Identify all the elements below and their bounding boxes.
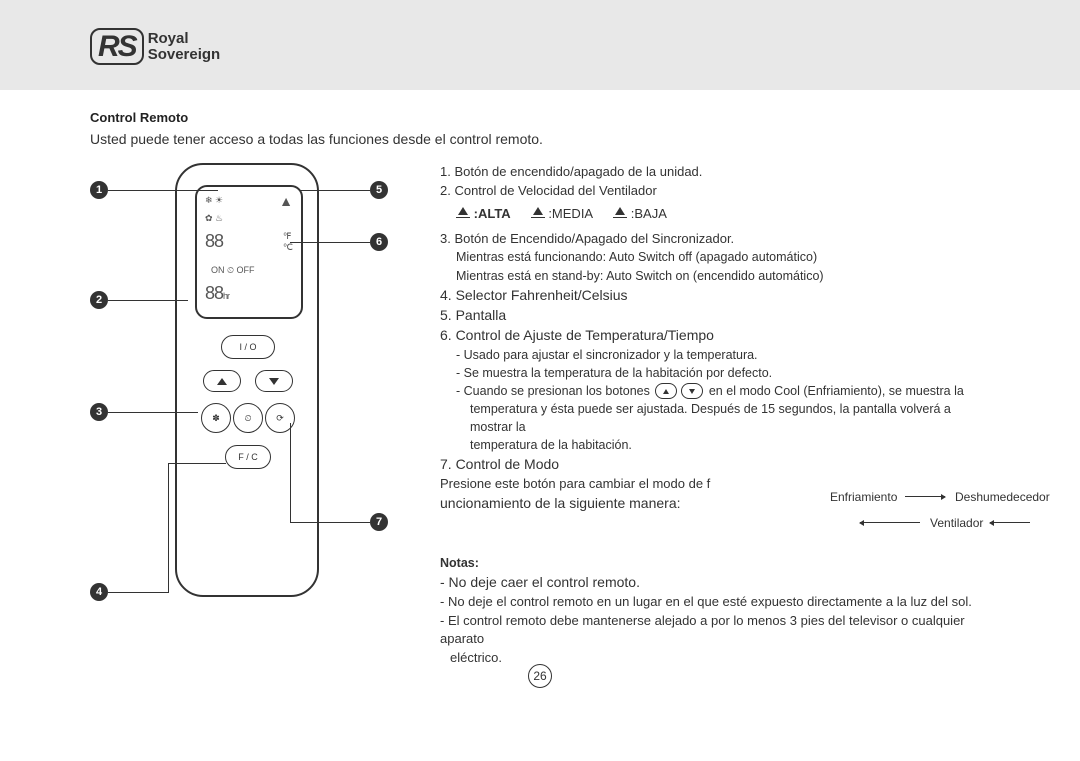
notes-title: Notas: xyxy=(440,554,990,572)
item-6d: temperatura y ésta puede ser ajustada. D… xyxy=(470,400,990,436)
page-content: Control Remoto Usted puede tener acceso … xyxy=(0,90,1080,668)
callout-1: 1 xyxy=(90,181,108,199)
item-6a: - Usado para ajustar el sincronizador y … xyxy=(456,346,990,364)
remote-diagram: ❄ ☀ ▲ ✿ ♨ 88 ℉℃ ON ⏲ OFF 88hr I / O xyxy=(90,163,410,633)
fan-speed-legend: :ALTA :MEDIA :BAJA xyxy=(456,205,990,224)
logo-line2: Sovereign xyxy=(148,47,221,63)
header-band: RS Royal Sovereign xyxy=(0,0,1080,90)
callout-6: 6 xyxy=(370,233,388,251)
inline-up-icon xyxy=(655,383,677,399)
item-3: 3. Botón de Encendido/Apagado del Sincro… xyxy=(440,230,990,249)
remote-screen: ❄ ☀ ▲ ✿ ♨ 88 ℉℃ ON ⏲ OFF 88hr xyxy=(195,185,303,319)
remote-outline: ❄ ☀ ▲ ✿ ♨ 88 ℉℃ ON ⏲ OFF 88hr I / O xyxy=(175,163,319,597)
item-6: 6. Control de Ajuste de Temperatura/Tiem… xyxy=(440,325,990,345)
callout-4: 4 xyxy=(90,583,108,601)
page-number: 26 xyxy=(528,664,552,688)
note-3: - El control remoto debe mantenerse alej… xyxy=(440,612,990,650)
callout-5: 5 xyxy=(370,181,388,199)
btn-io: I / O xyxy=(221,335,275,359)
item-5: 5. Pantalla xyxy=(440,305,990,325)
screen-on: ON xyxy=(211,265,225,275)
item-7: 7. Control de Modo xyxy=(440,454,990,474)
speed-alta: :ALTA xyxy=(474,206,511,221)
main-row: ❄ ☀ ▲ ✿ ♨ 88 ℉℃ ON ⏲ OFF 88hr I / O xyxy=(90,163,990,668)
callout-3: 3 xyxy=(90,403,108,421)
logo-line1: Royal xyxy=(148,31,221,47)
callout-7: 7 xyxy=(370,513,388,531)
logo-mark: RS xyxy=(90,28,144,65)
item-3a: Mientras está funcionando: Auto Switch o… xyxy=(456,248,990,266)
intro-text: Usted puede tener acceso a todas las fun… xyxy=(90,131,990,147)
fan-icon-low xyxy=(613,207,627,218)
diagram-column: ❄ ☀ ▲ ✿ ♨ 88 ℉℃ ON ⏲ OFF 88hr I / O xyxy=(90,163,410,668)
item-6e: temperatura de la habitación. xyxy=(470,436,990,454)
callout-2: 2 xyxy=(90,291,108,309)
mode-cool: Enfriamiento xyxy=(830,489,897,506)
section-title: Control Remoto xyxy=(90,110,990,125)
description-column: 1. Botón de encendido/apagado de la unid… xyxy=(440,163,990,668)
item-1: 1. Botón de encendido/apagado de la unid… xyxy=(440,163,990,182)
btn-up xyxy=(203,370,241,392)
brand-logo: RS Royal Sovereign xyxy=(90,28,220,65)
item-6c: - Cuando se presionan los botones en el … xyxy=(456,382,990,400)
btn-down xyxy=(255,370,293,392)
note-2: - No deje el control remoto en un lugar … xyxy=(440,593,990,612)
item-4: 4. Selector Fahrenheit/Celsius xyxy=(440,285,990,305)
note-3b: eléctrico. xyxy=(450,649,990,668)
logo-text: Royal Sovereign xyxy=(148,31,221,63)
btn-timer: ⏲ xyxy=(233,403,263,433)
item-2: 2. Control de Velocidad del Ventilador xyxy=(440,182,990,201)
fan-icon-med xyxy=(531,207,545,218)
item-6b: - Se muestra la temperatura de la habita… xyxy=(456,364,990,382)
btn-fan: ✽ xyxy=(201,403,231,433)
item-3b: Mientras está en stand-by: Auto Switch o… xyxy=(456,267,990,285)
note-1: - No deje caer el control remoto. xyxy=(440,572,990,592)
screen-off: OFF xyxy=(237,265,255,275)
inline-down-icon xyxy=(681,383,703,399)
mode-dehum: Deshumedecedor xyxy=(955,489,1050,506)
mode-flow-diagram: Enfriamiento Deshumedecedor Ventilador xyxy=(830,489,1080,535)
item-7b: uncionamiento de la siguiente manera: xyxy=(440,495,681,511)
speed-media: :MEDIA xyxy=(548,206,593,221)
mode-fan: Ventilador xyxy=(930,515,983,532)
speed-baja: :BAJA xyxy=(631,206,667,221)
btn-fc: F / C xyxy=(225,445,271,469)
fan-icon-high xyxy=(456,207,470,218)
